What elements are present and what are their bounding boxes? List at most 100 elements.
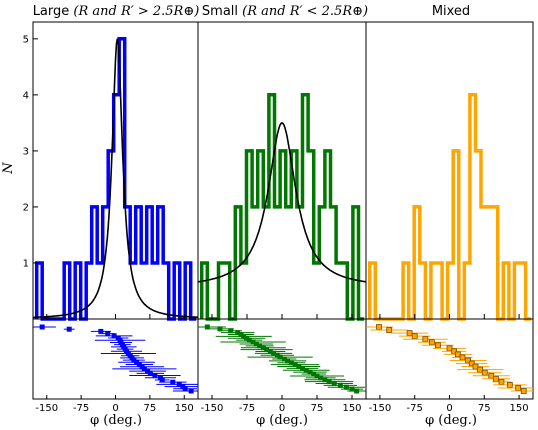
scatter-points-small (198, 324, 366, 394)
scatter-point (134, 359, 140, 365)
scatter-point (264, 347, 270, 353)
x-axis-label-small: φ (deg.) (256, 413, 308, 428)
scatter-point (506, 382, 513, 388)
scatter-point (296, 364, 302, 370)
scatter-point (111, 333, 117, 339)
scatter-point (253, 341, 259, 347)
scatter-point (292, 362, 298, 368)
scatter-point (428, 339, 435, 346)
scatter-point (152, 373, 158, 379)
scatter-point (285, 358, 291, 364)
panel-title-mixed: Mixed (432, 4, 470, 19)
scatter-point (311, 371, 317, 377)
x-tick-label: 0 (446, 403, 452, 414)
scatter-point (303, 367, 309, 373)
x-tick-label: -75 (73, 403, 89, 414)
scatter-point (246, 337, 252, 343)
scatter-point (145, 368, 151, 374)
x-tick-label: 75 (311, 403, 324, 414)
scatter-point (492, 375, 499, 382)
scatter-point (235, 330, 241, 336)
scatter-point (307, 369, 313, 375)
scatter-point (217, 326, 223, 332)
scatter-point (136, 362, 142, 368)
scatter-point (314, 373, 320, 379)
scatter-point (337, 382, 343, 388)
panel-large: 1 2 3 4 5 -150 -75 0 75 150 (23, 21, 199, 414)
scatter-point (451, 348, 458, 355)
scatter-point (349, 386, 355, 392)
scatter-point (98, 328, 104, 334)
scatter-point (435, 342, 441, 349)
scatter-point (182, 386, 188, 392)
scatter-point (300, 365, 306, 371)
x-tick-label: -150 (369, 403, 392, 414)
scatter-point (238, 332, 244, 338)
x-tick-label: -75 (239, 403, 255, 414)
x-tick-label: 150 (510, 403, 529, 414)
y-tick-label: 3 (23, 146, 29, 157)
scatter-point (318, 375, 324, 381)
scatter-point (277, 354, 283, 360)
x-tick-label: 0 (112, 403, 118, 414)
x-tick-label: 150 (175, 403, 194, 414)
scatter-point (422, 336, 429, 343)
scatter-point (267, 348, 273, 354)
fit-curve-large (33, 38, 198, 319)
scatter-point (188, 388, 194, 394)
x-tick-label: 0 (279, 403, 285, 414)
x-tick-label: 150 (342, 403, 361, 414)
panel-mixed: -150 -75 0 75 150 (365, 21, 534, 414)
scatter-point (274, 352, 280, 358)
panel-title-large: Large (R and R′ > 2.5R⊕) (33, 4, 200, 19)
scatter-point (131, 357, 137, 363)
scatter-point (105, 331, 111, 337)
scatter-point (228, 328, 234, 334)
scatter-points-large (33, 324, 198, 394)
histogram-large (34, 37, 197, 321)
scatter-point (343, 384, 349, 390)
scatter-point (454, 351, 461, 358)
scatter-point (288, 360, 294, 366)
scatter-point (411, 333, 418, 340)
scatter-point (406, 330, 413, 336)
x-axis-label-large: φ (deg.) (90, 413, 142, 428)
scatter-point (446, 345, 453, 352)
scatter-point (515, 385, 522, 391)
scatter-point (141, 366, 147, 372)
scatter-point (468, 360, 475, 367)
scatter-point (477, 366, 484, 373)
scatter-point (376, 324, 382, 330)
scatter-point (204, 324, 210, 330)
scatter-point (472, 363, 479, 370)
scatter-point (322, 377, 328, 383)
scatter-point (281, 356, 287, 362)
scatter-point (331, 380, 337, 386)
y-tick-label: 5 (23, 34, 29, 45)
y-tick-label: 1 (23, 258, 29, 269)
scatter-point (159, 377, 165, 383)
fit-curve-small (197, 121, 367, 283)
panel-title-small: Small (R and R′ < 2.5R⊕) (202, 4, 368, 19)
scatter-point (354, 388, 360, 394)
scatter-point (271, 350, 277, 356)
scatter-point (498, 378, 505, 385)
scatter-point (326, 379, 332, 385)
histogram-mixed (367, 93, 532, 321)
scatter-point (176, 381, 182, 387)
x-tick-label: -150 (35, 403, 58, 414)
panel-small: -150 -75 0 75 150 (197, 21, 367, 414)
scatter-point (244, 335, 250, 341)
scatter-point (66, 326, 72, 332)
x-axis-label-mixed: φ (deg.) (425, 413, 477, 428)
scatter-point (520, 388, 527, 394)
scatter-point (386, 327, 393, 333)
scatter-point (241, 333, 247, 339)
scatter-point (39, 324, 45, 330)
scatter-point (465, 357, 471, 364)
histogram-small (199, 93, 365, 321)
y-axis-label: N (1, 162, 16, 175)
scatter-point (147, 370, 153, 376)
x-tick-label: 75 (144, 403, 157, 414)
